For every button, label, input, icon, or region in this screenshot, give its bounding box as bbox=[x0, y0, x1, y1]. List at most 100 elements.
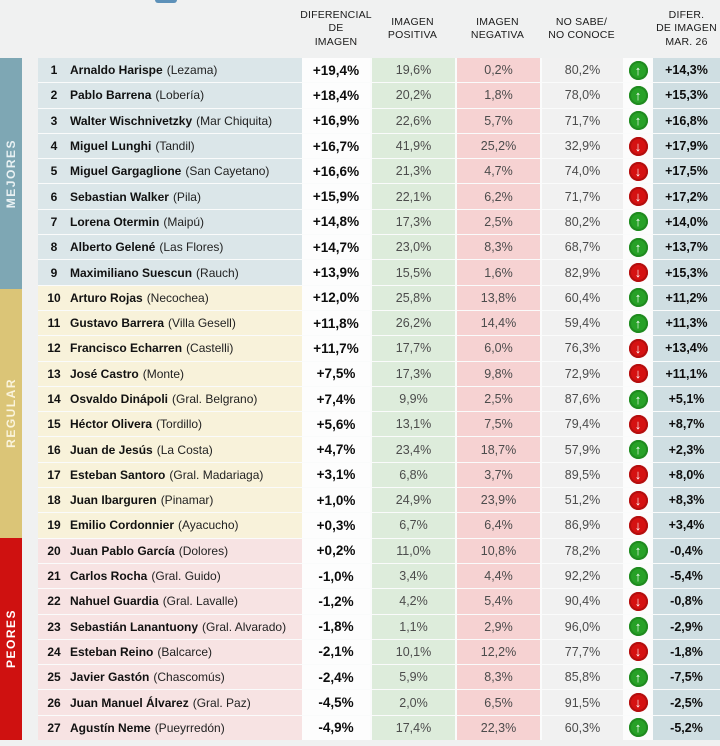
trend-cell: ↑ bbox=[623, 83, 653, 108]
person-name: Agustín Neme bbox=[70, 720, 151, 735]
imagen-negativa-value: 2,5% bbox=[455, 386, 540, 412]
rank-number: 21 bbox=[47, 569, 61, 584]
diferencial-value: -2,4% bbox=[302, 665, 370, 690]
name-cell: 15 Héctor Olivera (Tordillo) bbox=[38, 412, 302, 437]
name-cell: 7 Lorena Otermin (Maipú) bbox=[38, 209, 302, 235]
table-row: 7 Lorena Otermin (Maipú) +14,8% 17,3% 2,… bbox=[38, 209, 720, 236]
rank-number: 1 bbox=[50, 63, 58, 78]
arrow-down-icon: ↓ bbox=[628, 693, 648, 713]
rank-number: 18 bbox=[47, 493, 61, 508]
imagen-negativa-value: 2,9% bbox=[455, 614, 540, 639]
trend-cell: ↑ bbox=[623, 108, 653, 133]
no-sabe-value: 89,5% bbox=[540, 462, 623, 488]
difer-mar26-value: -2,9% bbox=[653, 614, 720, 639]
imagen-negativa-value: 6,0% bbox=[455, 336, 540, 361]
rank-number: 25 bbox=[47, 670, 61, 685]
name-cell: 13 José Castro (Monte) bbox=[38, 361, 302, 386]
sidebar-group-peores: PEORES bbox=[0, 537, 22, 740]
diferencial-value: -1,0% bbox=[302, 563, 370, 589]
name-cell: 14 Osvaldo Dinápoli (Gral. Belgrano) bbox=[38, 386, 302, 412]
rank-number: 8 bbox=[50, 240, 58, 255]
locality-label: (Chascomús) bbox=[153, 670, 225, 685]
diferencial-value: +18,4% bbox=[302, 83, 370, 108]
trend-cell: ↓ bbox=[623, 133, 653, 159]
table-row: 24 Esteban Reino (Balcarce) -2,1% 10,1% … bbox=[38, 639, 720, 666]
trend-cell: ↑ bbox=[623, 437, 653, 462]
imagen-negativa-value: 5,7% bbox=[455, 108, 540, 133]
header-no-sabe-no-conoce: NO SABE/ NO CONOCE bbox=[548, 15, 615, 41]
rank-number: 6 bbox=[50, 189, 58, 204]
no-sabe-value: 72,9% bbox=[540, 361, 623, 386]
no-sabe-value: 71,7% bbox=[540, 184, 623, 209]
locality-label: (La Costa) bbox=[156, 442, 213, 457]
difer-mar26-value: +3,4% bbox=[653, 513, 720, 538]
imagen-negativa-value: 25,2% bbox=[455, 133, 540, 159]
rank-number: 11 bbox=[47, 316, 61, 331]
rank-number: 22 bbox=[47, 594, 61, 609]
trend-cell: ↓ bbox=[623, 639, 653, 665]
no-sabe-value: 82,9% bbox=[540, 260, 623, 285]
person-name: Nahuel Guardia bbox=[70, 594, 159, 609]
difer-mar26-value: -5,4% bbox=[653, 563, 720, 589]
table-row: 1 Arnaldo Harispe (Lezama) +19,4% 19,6% … bbox=[38, 58, 720, 84]
imagen-negativa-value: 4,4% bbox=[455, 563, 540, 589]
imagen-positiva-value: 41,9% bbox=[370, 133, 455, 159]
imagen-negativa-value: 1,6% bbox=[455, 260, 540, 285]
difer-mar26-value: +15,3% bbox=[653, 83, 720, 108]
arrow-down-icon: ↓ bbox=[628, 161, 648, 181]
diferencial-value: +19,4% bbox=[302, 58, 370, 83]
no-sabe-value: 80,2% bbox=[540, 209, 623, 235]
diferencial-value: +11,8% bbox=[302, 310, 370, 336]
difer-mar26-value: +17,9% bbox=[653, 133, 720, 159]
table-body: 1 Arnaldo Harispe (Lezama) +19,4% 19,6% … bbox=[38, 58, 720, 741]
imagen-negativa-value: 3,7% bbox=[455, 462, 540, 488]
name-cell: 18 Juan Ibarguren (Pinamar) bbox=[38, 488, 302, 513]
person-name: Juan Ibarguren bbox=[70, 493, 157, 508]
arrow-down-icon: ↓ bbox=[628, 187, 648, 207]
locality-label: (Villa Gesell) bbox=[168, 316, 236, 331]
diferencial-value: +14,7% bbox=[302, 235, 370, 260]
diferencial-value: +0,3% bbox=[302, 513, 370, 538]
no-sabe-value: 59,4% bbox=[540, 310, 623, 336]
arrow-up-icon: ↑ bbox=[628, 313, 648, 333]
diferencial-value: +14,8% bbox=[302, 209, 370, 235]
rank-number: 16 bbox=[47, 442, 61, 457]
locality-label: (Tordillo) bbox=[156, 417, 203, 432]
rank-number: 17 bbox=[47, 467, 61, 482]
difer-mar26-value: -5,2% bbox=[653, 715, 720, 741]
table-row: 8 Alberto Gelené (Las Flores) +14,7% 23,… bbox=[38, 235, 720, 261]
table-row: 16 Juan de Jesús (La Costa) +4,7% 23,4% … bbox=[38, 437, 720, 463]
difer-mar26-value: -1,8% bbox=[653, 639, 720, 665]
rank-number: 10 bbox=[47, 290, 61, 305]
difer-mar26-value: +8,7% bbox=[653, 412, 720, 437]
imagen-positiva-value: 6,7% bbox=[370, 513, 455, 538]
difer-mar26-value: +16,8% bbox=[653, 108, 720, 133]
table-row: 11 Gustavo Barrera (Villa Gesell) +11,8%… bbox=[38, 310, 720, 337]
arrow-down-icon: ↓ bbox=[628, 414, 648, 434]
table-row: 22 Nahuel Guardia (Gral. Lavalle) -1,2% … bbox=[38, 589, 720, 615]
arrow-down-icon: ↓ bbox=[628, 591, 648, 611]
imagen-negativa-value: 7,5% bbox=[455, 412, 540, 437]
diferencial-value: +4,7% bbox=[302, 437, 370, 462]
arrow-down-icon: ↓ bbox=[628, 642, 648, 662]
imagen-positiva-value: 6,8% bbox=[370, 462, 455, 488]
arrow-down-icon: ↓ bbox=[628, 338, 648, 358]
header-difer-de-imagen-mar26: DIFER. DE IMAGEN MAR. 26 bbox=[656, 9, 717, 48]
no-sabe-value: 79,4% bbox=[540, 412, 623, 437]
person-name: Francisco Echarren bbox=[70, 341, 183, 356]
table-row: 6 Sebastian Walker (Pila) +15,9% 22,1% 6… bbox=[38, 184, 720, 210]
person-name: Héctor Olivera bbox=[70, 417, 153, 432]
difer-mar26-value: -7,5% bbox=[653, 665, 720, 690]
trend-cell: ↓ bbox=[623, 260, 653, 285]
no-sabe-value: 86,9% bbox=[540, 513, 623, 538]
no-sabe-value: 68,7% bbox=[540, 235, 623, 260]
imagen-negativa-value: 4,7% bbox=[455, 159, 540, 184]
difer-mar26-value: -2,5% bbox=[653, 690, 720, 715]
arrow-up-icon: ↑ bbox=[628, 60, 648, 80]
name-cell: 25 Javier Gastón (Chascomús) bbox=[38, 665, 302, 690]
rank-number: 24 bbox=[47, 644, 61, 659]
locality-label: (Ayacucho) bbox=[178, 518, 239, 533]
diferencial-value: +12,0% bbox=[302, 285, 370, 310]
trend-cell: ↑ bbox=[623, 310, 653, 336]
locality-label: (Lezama) bbox=[166, 63, 218, 78]
